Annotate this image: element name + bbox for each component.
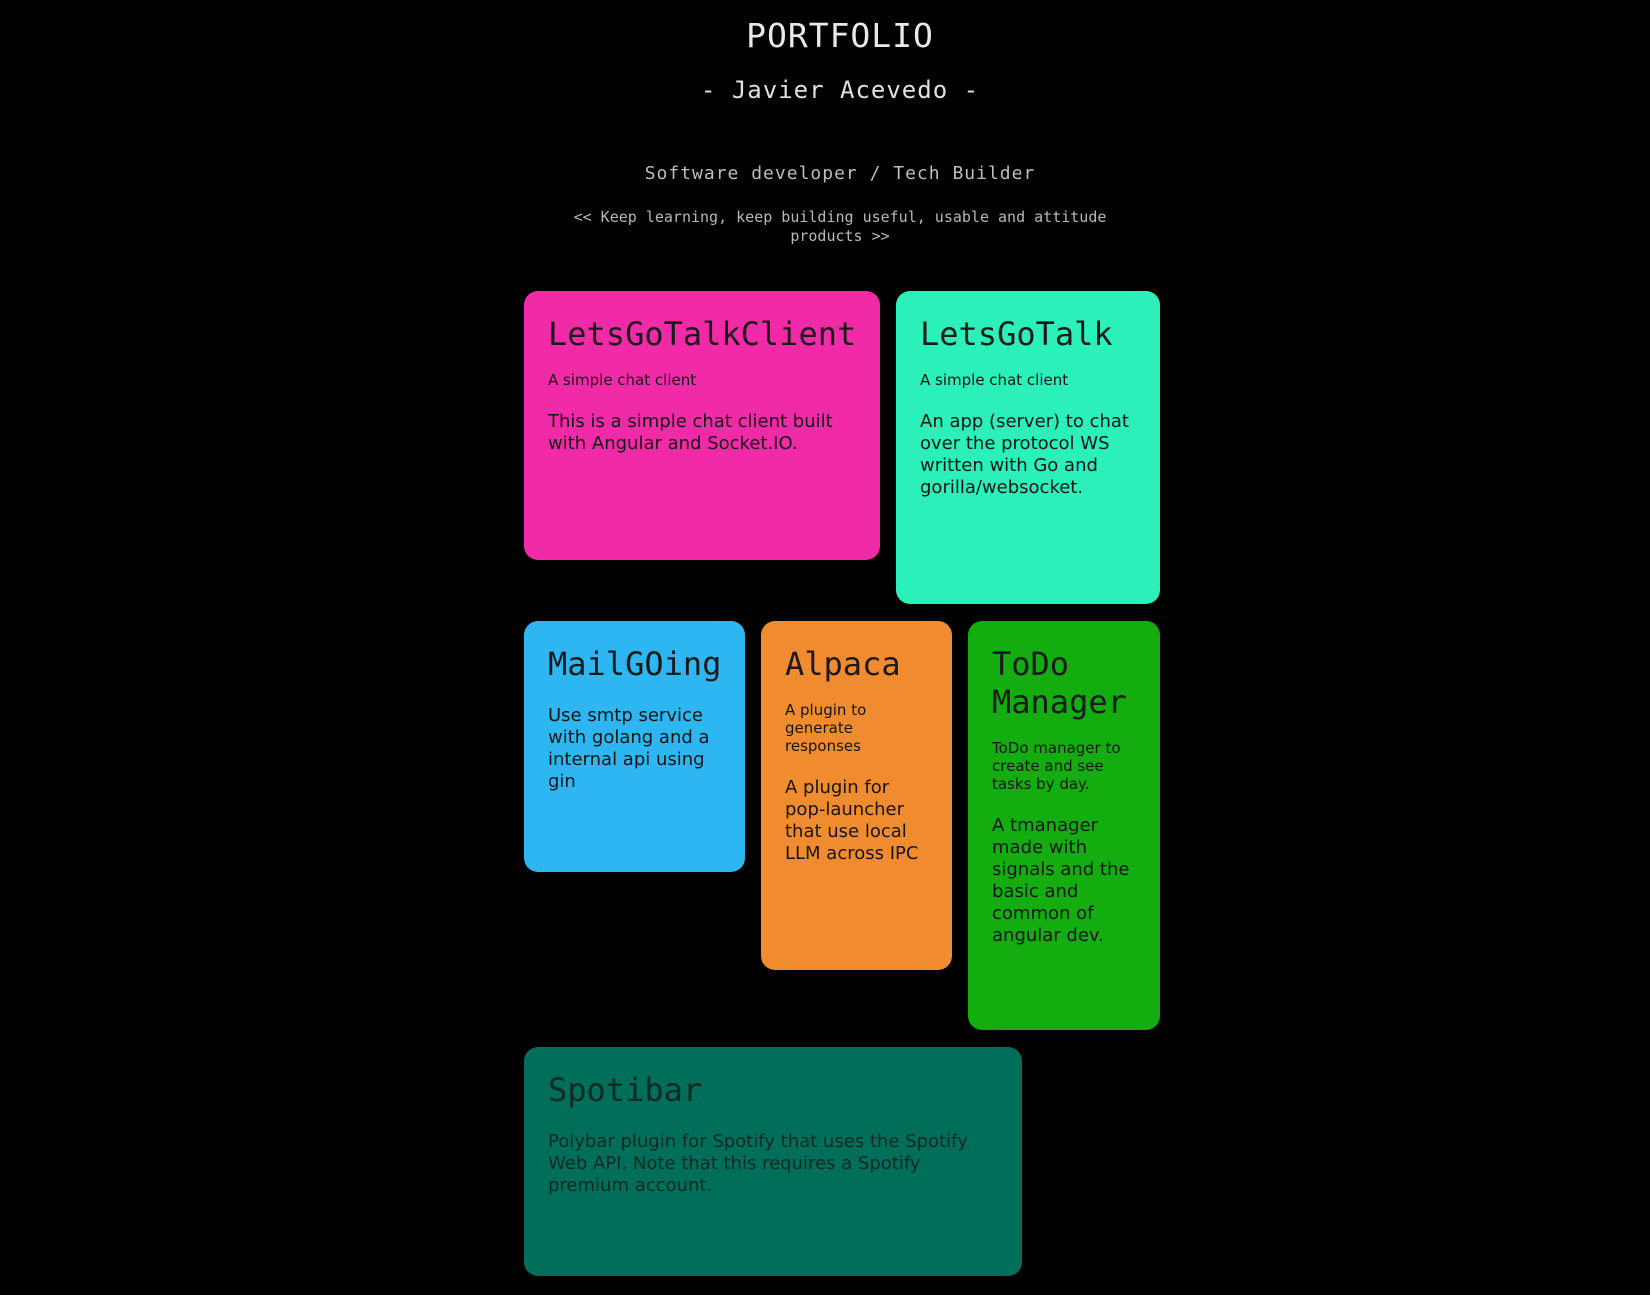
page-title: PORTFOLIO (746, 16, 934, 55)
project-description: An app (server) to chat over the protoco… (920, 411, 1129, 498)
project-summary: A simple chat client (548, 371, 697, 389)
project-summary: A plugin to generate responses (785, 701, 867, 755)
motto-text: << Keep learning, keep building useful, … (573, 208, 1107, 245)
project-card-spotibar[interactable]: Spotibar Polybar plugin for Spotify that… (524, 1047, 1022, 1276)
author-name: - Javier Acevedo - (700, 76, 980, 104)
project-description: Polybar plugin for Spotify that uses the… (548, 1131, 968, 1196)
project-title: LetsGoTalkClient (548, 315, 857, 353)
author-role: Software developer / Tech Builder (644, 163, 1036, 184)
project-card-alpaca[interactable]: Alpaca A plugin to generate responses A … (761, 621, 952, 970)
project-description: A plugin for pop-launcher that use local… (785, 777, 919, 864)
project-description: A tmanager made with signals and the bas… (992, 815, 1130, 946)
project-description: This is a simple chat client built with … (548, 411, 833, 454)
project-card-todo-manager[interactable]: ToDo Manager ToDo manager to create and … (968, 621, 1160, 1030)
project-summary: A simple chat client (920, 371, 1069, 389)
project-title: Alpaca (785, 645, 901, 683)
project-description: Use smtp service with golang and a inter… (548, 705, 710, 792)
project-card-letsgotalkclient[interactable]: LetsGoTalkClient A simple chat client Th… (524, 291, 880, 560)
project-card-letsgotalk[interactable]: LetsGoTalk A simple chat client An app (… (896, 291, 1160, 604)
project-summary: ToDo manager to create and see tasks by … (992, 739, 1121, 793)
project-title: Spotibar (548, 1071, 703, 1109)
project-title: MailGOing (548, 645, 722, 683)
project-title: ToDo Manager (992, 645, 1127, 721)
project-card-mailgoing[interactable]: MailGOing Use smtp service with golang a… (524, 621, 745, 872)
project-title: LetsGoTalk (920, 315, 1113, 353)
